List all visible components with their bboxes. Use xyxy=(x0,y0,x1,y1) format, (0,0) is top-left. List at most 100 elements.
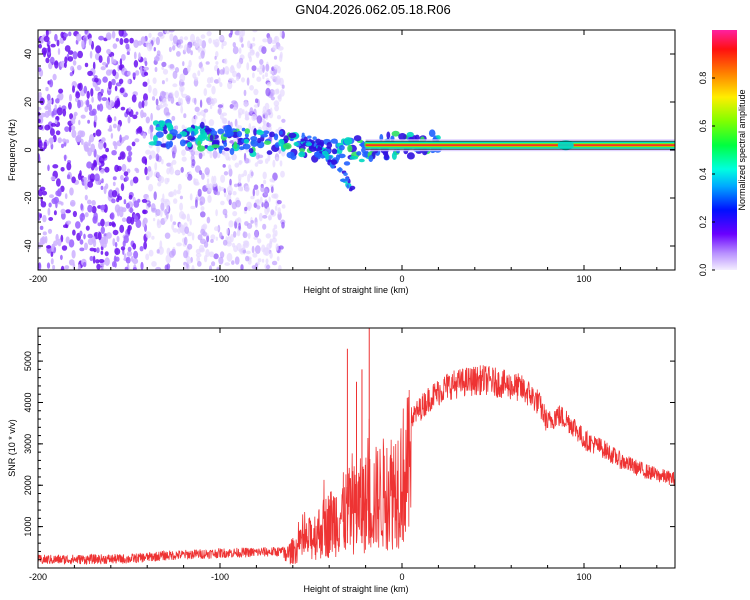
colorbar-tick-label: 0.8 xyxy=(698,72,708,85)
noise-blob xyxy=(215,209,218,217)
noise-blob xyxy=(100,218,105,227)
noise-blob xyxy=(141,198,148,203)
noise-blob xyxy=(125,43,130,50)
noise-blob xyxy=(185,95,191,102)
noise-blob xyxy=(273,64,279,70)
noise-blob xyxy=(38,106,42,111)
noise-blob xyxy=(61,143,64,149)
noise-blob xyxy=(195,253,202,258)
noise-blob xyxy=(209,151,213,159)
colorbar-gradient xyxy=(712,30,737,270)
noise-blob xyxy=(128,151,133,157)
noise-blob xyxy=(56,178,61,187)
noise-blob xyxy=(257,258,262,263)
noise-blob xyxy=(168,30,175,33)
trace-blob xyxy=(241,127,246,132)
noise-blob xyxy=(94,77,99,83)
noise-blob xyxy=(228,168,233,177)
noise-blob xyxy=(190,50,193,56)
noise-blob xyxy=(270,96,275,101)
trace-blob xyxy=(155,131,164,138)
noise-blob xyxy=(106,232,112,239)
trace-blob xyxy=(229,147,235,156)
noise-blob xyxy=(49,194,54,199)
noise-blob xyxy=(240,264,244,270)
noise-blob xyxy=(275,156,280,162)
noise-blob xyxy=(123,38,129,44)
noise-blob xyxy=(150,131,153,140)
branch-blob xyxy=(307,135,312,139)
noise-blob xyxy=(232,106,237,111)
spec-ytick-label: 0 xyxy=(23,147,33,152)
noise-blob xyxy=(84,62,89,68)
noise-blob xyxy=(179,195,183,200)
noise-blob xyxy=(252,252,258,258)
noise-blob xyxy=(95,259,100,264)
noise-blob xyxy=(245,255,250,262)
noise-blob xyxy=(45,57,50,64)
noise-blob xyxy=(86,90,90,99)
noise-blob xyxy=(117,124,121,132)
noise-blob xyxy=(270,209,275,216)
noise-blob xyxy=(101,137,106,143)
snr-xtick-label: -200 xyxy=(29,572,47,582)
noise-blob xyxy=(236,61,242,69)
noise-blob xyxy=(142,81,148,87)
branch-blob xyxy=(305,142,313,147)
noise-blob xyxy=(50,251,54,257)
noise-blob xyxy=(219,251,225,259)
noise-blob xyxy=(243,169,248,177)
noise-blob xyxy=(112,229,119,236)
branch-blob xyxy=(346,184,350,189)
noise-blob xyxy=(123,199,127,205)
noise-blob xyxy=(281,204,286,209)
noise-blob xyxy=(178,97,181,105)
noise-blob xyxy=(108,221,112,227)
noise-blob xyxy=(108,80,112,90)
noise-blob xyxy=(189,193,193,201)
noise-blob xyxy=(205,249,210,258)
noise-blob xyxy=(242,109,245,115)
noise-blob xyxy=(173,198,178,204)
noise-blob xyxy=(201,40,207,49)
noise-blob xyxy=(234,162,240,168)
noise-blob xyxy=(110,132,114,139)
spec-ytick-label: -40 xyxy=(23,239,33,252)
noise-blob xyxy=(112,238,116,247)
noise-blob xyxy=(276,115,282,120)
noise-blob xyxy=(258,212,263,222)
noise-blob xyxy=(213,175,217,183)
noise-blob xyxy=(84,242,88,251)
noise-blob xyxy=(194,97,197,105)
noise-blob xyxy=(147,166,152,172)
noise-blob xyxy=(203,88,208,97)
noise-blob xyxy=(164,264,169,270)
trace-blob xyxy=(223,141,228,147)
noise-blob xyxy=(145,231,152,239)
colorbar: 0.0 0.2 0.4 0.6 0.8 Normalized spectral ampl… xyxy=(698,30,747,276)
noise-blob xyxy=(262,110,266,115)
noise-blob xyxy=(251,245,255,254)
trace-blob xyxy=(257,137,262,144)
noise-blob xyxy=(233,183,239,188)
noise-blob xyxy=(168,191,173,198)
trace-blob xyxy=(286,151,295,159)
noise-blob xyxy=(163,198,170,203)
noise-blob xyxy=(193,78,199,87)
noise-blob xyxy=(39,225,44,230)
noise-blob xyxy=(262,171,267,180)
noise-blob xyxy=(172,83,178,88)
noise-blob xyxy=(71,129,77,138)
trace-blob xyxy=(179,139,186,147)
noise-blob xyxy=(140,36,146,45)
noise-blob xyxy=(76,64,82,71)
noise-blob xyxy=(124,176,129,182)
noise-blob xyxy=(133,250,139,259)
steady-core xyxy=(365,144,675,147)
noise-blob xyxy=(256,160,263,165)
noise-blob xyxy=(216,68,220,76)
noise-blob xyxy=(87,204,93,213)
trace-blob xyxy=(253,128,257,136)
spectrogram-ylabel: Frequency (Hz) xyxy=(7,119,17,181)
noise-blob xyxy=(80,203,84,211)
